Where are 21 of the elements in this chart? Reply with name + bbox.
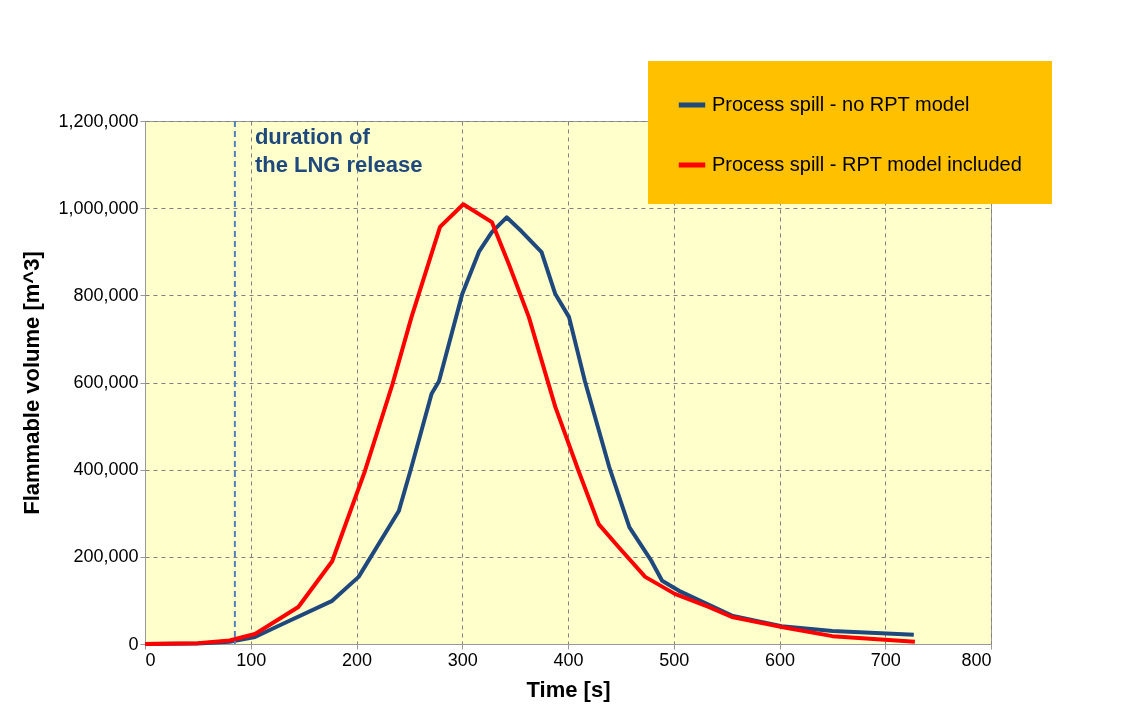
y-tick-label: 400,000 — [73, 459, 139, 480]
y-tick-label: 200,000 — [73, 546, 139, 567]
legend-label: Process spill - no RPT model — [712, 93, 970, 115]
x-tick-label: 800 — [961, 649, 992, 670]
x-tick-label: 0 — [145, 649, 156, 670]
x-tick-label: 600 — [764, 649, 796, 670]
x-tick-label: 400 — [553, 649, 584, 670]
x-tick-label: 100 — [236, 649, 267, 670]
y-tick-label: 1,000,000 — [58, 197, 139, 218]
x-axis-title: Time [s] — [526, 676, 611, 702]
legend-label: Process spill - RPT model included — [712, 153, 1022, 175]
ref-line-label: duration of the LNG release — [254, 124, 423, 177]
x-tick-label: 700 — [870, 649, 901, 670]
x-tick-label: 200 — [341, 649, 373, 670]
x-tick-label: 300 — [447, 649, 478, 670]
y-tick-label: 800,000 — [73, 284, 139, 305]
x-tick-label: 500 — [659, 649, 690, 670]
y-axis-title: Flammable volume [m^3] — [19, 251, 45, 515]
y-tick-label: 0 — [128, 633, 139, 654]
y-tick-label: 600,000 — [73, 372, 139, 392]
y-tick-label: 1,200,000 — [58, 110, 139, 131]
